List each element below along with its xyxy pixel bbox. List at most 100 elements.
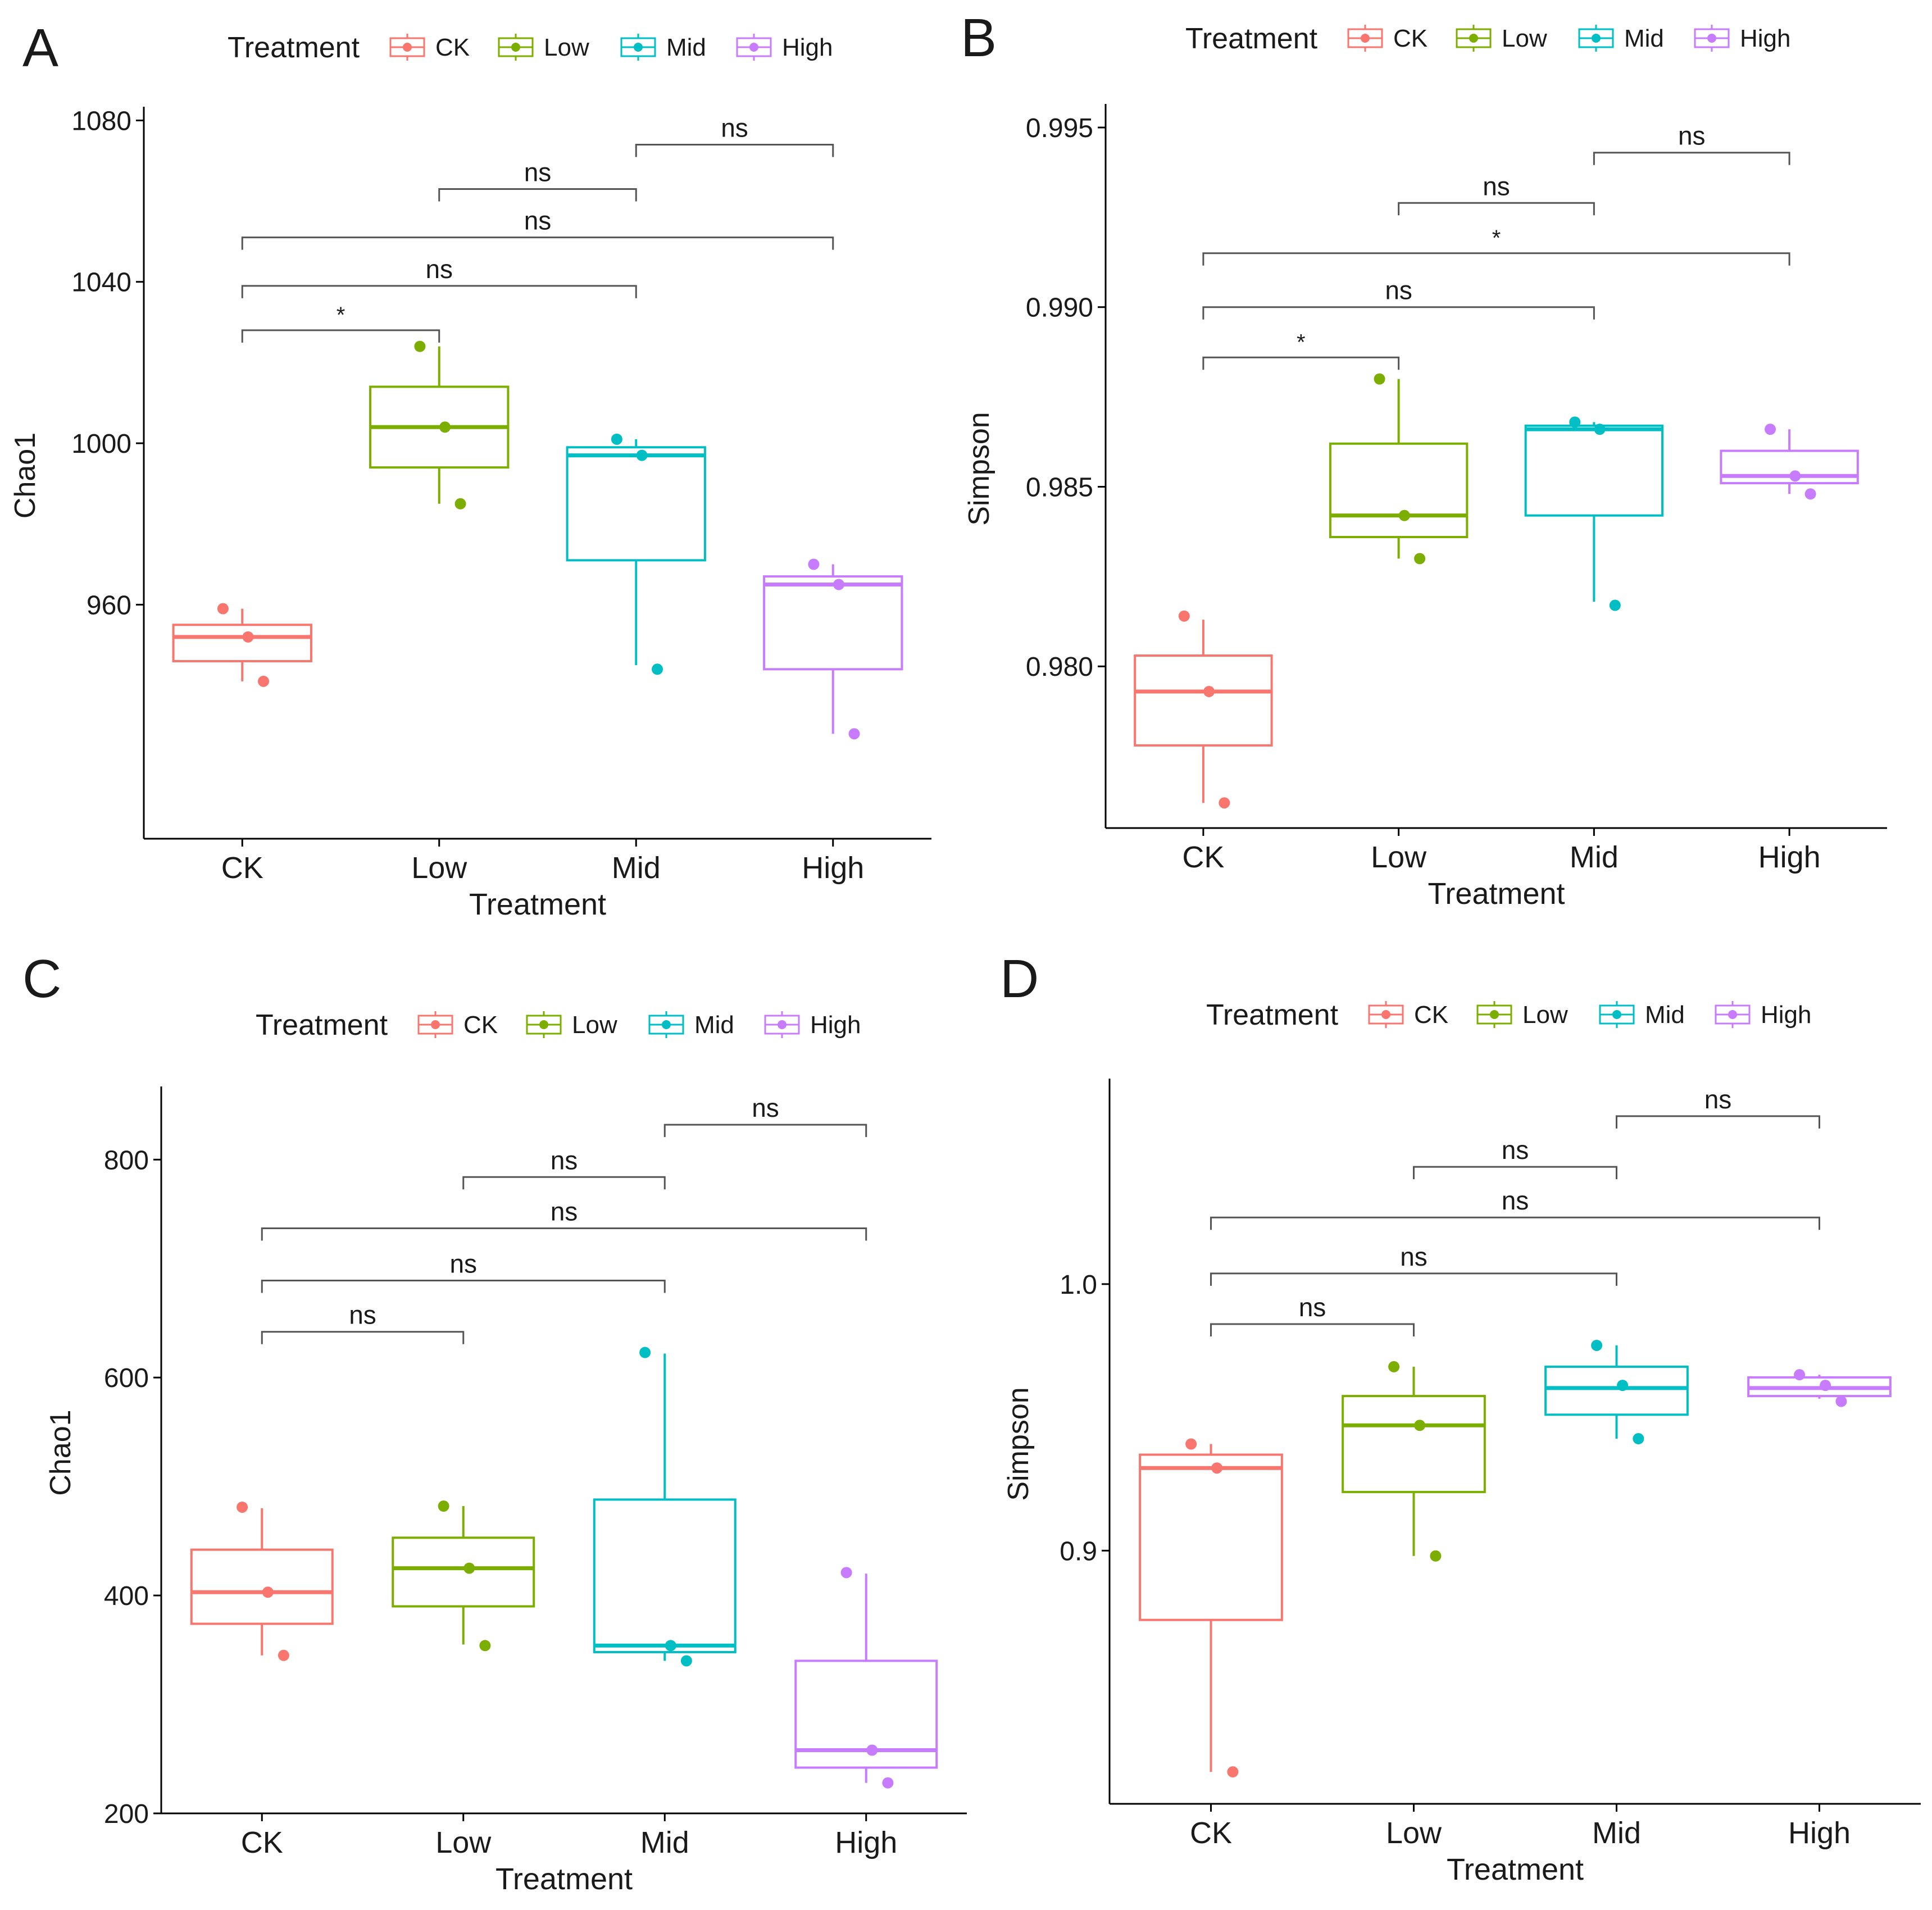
y-tick-label: 0.995: [1026, 113, 1093, 143]
comparison-mid-high: ns: [635, 113, 834, 157]
panel-label: A: [22, 18, 58, 78]
box-mid: [593, 1347, 737, 1667]
data-point: [848, 728, 860, 740]
bracket-line: [1413, 1166, 1617, 1180]
legend-key-mid: [1578, 25, 1614, 52]
data-point: [1591, 1339, 1603, 1351]
bracket-line: [1202, 252, 1790, 266]
legend-key-low: [1476, 1001, 1512, 1028]
significance-label: ns: [1502, 1135, 1529, 1165]
significance-label: ns: [551, 1197, 578, 1226]
box-ck: [1139, 1438, 1283, 1778]
legend-key-ck: [1368, 1001, 1404, 1028]
box-low: [369, 340, 510, 510]
legend-point: [511, 43, 520, 52]
box-high: [763, 558, 903, 740]
significance-label: ns: [1678, 121, 1706, 151]
box-mid: [1524, 416, 1664, 611]
significance-label: ns: [349, 1300, 376, 1330]
data-point: [237, 1501, 248, 1513]
legend-point: [1381, 1010, 1390, 1019]
legend: Treatment CK Low Mid High: [256, 1009, 861, 1042]
legend: Treatment CK Low Mid High: [228, 31, 833, 64]
x-axis-title: Treatment: [1428, 877, 1565, 911]
significance-label: ns: [1400, 1242, 1428, 1271]
comparison-ck-high: ns: [261, 1197, 867, 1241]
bracket-line: [261, 1331, 465, 1344]
panel-A: A Treatment CK Low Mid High 960 1000 1040 1080 CK L…: [9, 18, 931, 921]
data-point: [242, 631, 254, 643]
panel-C: C Treatment CK Low Mid High 200 400 600 800 CK Low M…: [22, 949, 967, 1896]
significance-label: *: [337, 303, 346, 328]
data-point: [454, 498, 466, 510]
legend-key-mid: [648, 1011, 684, 1038]
bracket-line: [241, 237, 834, 250]
data-point: [1594, 424, 1606, 435]
legend-label-mid: Mid: [1645, 1001, 1685, 1029]
data-point: [1633, 1433, 1644, 1445]
y-tick-label: 1040: [71, 268, 131, 298]
legend-key-low: [526, 1011, 562, 1038]
data-point: [1211, 1462, 1223, 1474]
comparison-low-mid: ns: [462, 1145, 666, 1190]
significance-label: ns: [449, 1249, 477, 1279]
legend-point: [662, 1020, 671, 1029]
legend-label-low: Low: [1502, 25, 1547, 52]
y-tick-label: 400: [104, 1581, 149, 1611]
panel-label: B: [961, 8, 997, 68]
x-tick-label: Low: [435, 1826, 492, 1859]
legend-label-ck: CK: [1393, 25, 1428, 52]
box-body: [172, 624, 312, 662]
comparison-ck-mid: ns: [1202, 276, 1595, 320]
data-point: [1178, 610, 1190, 622]
comparison-ck-high: ns: [1210, 1186, 1820, 1230]
box-mid: [1544, 1339, 1689, 1445]
data-point: [1227, 1766, 1239, 1778]
box-low: [392, 1500, 535, 1652]
significance-label: ns: [721, 113, 748, 142]
legend-title: Treatment: [228, 31, 360, 64]
comparison-ck-mid: ns: [1210, 1242, 1617, 1286]
box-body: [1329, 442, 1469, 539]
data-point: [1219, 797, 1230, 809]
box-body: [1544, 1365, 1689, 1416]
bracket-line: [462, 1176, 666, 1190]
significance-label: ns: [524, 206, 552, 235]
x-tick-label: Mid: [1570, 840, 1619, 874]
legend-label-mid: Mid: [694, 1011, 734, 1039]
legend-key-high: [736, 34, 772, 61]
bracket-line: [1202, 306, 1595, 320]
legend: Treatment CK Low Mid High: [1206, 999, 1812, 1031]
y-tick-label: 1.0: [1060, 1270, 1097, 1300]
panel-B: B Treatment CK Low Mid High 0.980 0.985 0.990 0.9…: [961, 8, 1887, 911]
x-tick-label: Low: [1371, 840, 1427, 874]
bracket-line: [663, 1124, 867, 1138]
y-axis-title: Simpson: [963, 412, 995, 525]
legend-point: [749, 43, 758, 52]
legend-key-high: [1715, 1001, 1751, 1028]
legend-key-high: [764, 1011, 800, 1038]
comparison-low-mid: ns: [1398, 171, 1595, 216]
x-tick-label: CK: [1182, 840, 1224, 874]
box-body: [1720, 449, 1859, 485]
legend-point: [1361, 34, 1370, 43]
data-point: [833, 579, 845, 590]
significance-label: ns: [1483, 171, 1510, 201]
legend-key-ck: [417, 1011, 453, 1038]
significance-label: *: [1492, 226, 1501, 251]
box-low: [1329, 373, 1469, 565]
x-tick-label: High: [1758, 840, 1821, 874]
data-point: [438, 1500, 449, 1512]
data-point: [1765, 424, 1776, 435]
significance-label: ns: [425, 254, 453, 284]
x-tick-label: CK: [1190, 1816, 1232, 1850]
box-high: [1720, 424, 1859, 500]
legend-label-mid: Mid: [1624, 25, 1664, 52]
legend-title: Treatment: [256, 1009, 388, 1042]
comparison-ck-high: *: [1202, 226, 1790, 266]
data-point: [463, 1562, 475, 1574]
legend-key-ck: [1347, 25, 1383, 52]
comparison-ck-low: ns: [1210, 1293, 1415, 1336]
